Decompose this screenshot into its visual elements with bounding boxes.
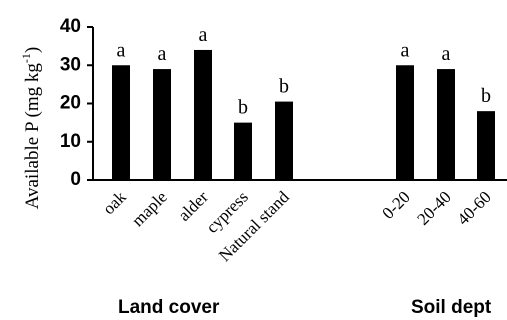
- y-tick-label: 0: [70, 169, 81, 190]
- significance-label: b: [279, 76, 289, 98]
- significance-label: a: [199, 24, 208, 46]
- y-axis-label: Available P (mg kg-1): [19, 47, 44, 210]
- group-label: Soil dept: [411, 297, 492, 318]
- x-tick-label: oak: [99, 187, 130, 218]
- y-tick-label: 20: [60, 93, 81, 114]
- significance-label: b: [481, 85, 491, 107]
- bar: [234, 122, 252, 180]
- significance-label: a: [158, 43, 167, 65]
- y-tick-label: 30: [60, 54, 81, 75]
- bar: [275, 101, 293, 180]
- group-label: Land cover: [118, 297, 220, 318]
- significance-label: a: [117, 39, 126, 61]
- group-labels: Land cover Soil dept: [118, 297, 492, 318]
- bar: [437, 69, 455, 180]
- y-tick-label: 10: [60, 131, 81, 152]
- bar: [153, 69, 171, 180]
- bar: [396, 65, 414, 180]
- bar: [112, 65, 130, 180]
- significance-label: a: [442, 43, 451, 65]
- significance-label: b: [238, 97, 248, 119]
- svg-text:Available P (mg kg-1): Available P (mg kg-1): [19, 47, 44, 210]
- significance-label: a: [401, 39, 410, 61]
- bars: a a a b b a a b: [112, 24, 495, 181]
- x-tick-label: 0-20: [378, 187, 413, 222]
- bar: [477, 111, 495, 180]
- y-tick-label: 40: [60, 16, 81, 37]
- y-ticks: 0 10 20 30 40: [60, 16, 93, 190]
- x-tick-label: 40-60: [453, 187, 494, 228]
- x-tick-label: maple: [128, 187, 171, 230]
- x-tick-label: 20-40: [413, 187, 454, 228]
- bar: [194, 49, 212, 181]
